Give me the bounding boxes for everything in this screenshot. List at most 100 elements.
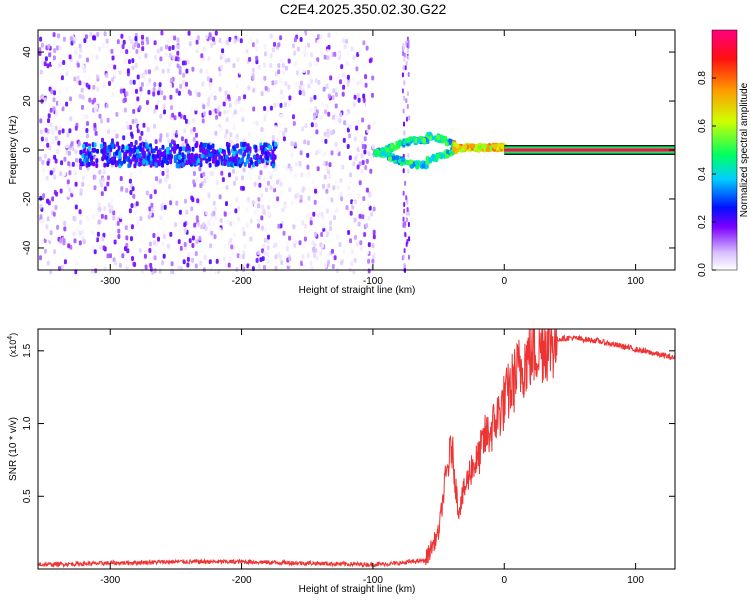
spectrogram-cell [96,212,100,218]
spectrogram-cell [455,143,460,149]
spectrogram-cell [324,109,328,115]
spectrogram-cell [128,208,132,214]
spectrogram-cell [232,245,236,251]
colorbar-tick-label: 0.6 [697,119,708,133]
spectrogram-cell [149,159,153,165]
spectrogram-cell [159,46,163,52]
spectrogram-cell [149,266,153,272]
spectrogram-cell [112,215,116,221]
spectrogram-cell [337,54,341,59]
spectrogram-cell [327,44,331,50]
spectrogram-cell [253,203,257,209]
spectrogram-cell [240,107,244,112]
spectrogram-cell [331,248,334,254]
spectrogram-cell [326,49,330,54]
spectrogram-cell [188,41,192,47]
spectrogram-cell [321,215,325,221]
spectrogram-cell [325,231,329,236]
spectrogram-cell [53,48,57,53]
spectrogram-cell [314,61,318,66]
spectrogram-cell [127,163,131,169]
spectrogram-cell [327,183,331,189]
spectrogram-cell [402,216,405,222]
spectrogram-cell [338,242,342,247]
spectrogram-cell [260,83,264,89]
spectrogram-cell [39,36,43,42]
spectrogram-cell [160,30,164,36]
spectrogram-cell [122,135,126,141]
spectrogram-cell [187,252,191,257]
spectrogram-cell [133,42,137,48]
spectrogram-cell [321,101,325,107]
spectrogram-cell [133,163,137,169]
spectrogram-cell [93,174,97,180]
spectrogram-cell [323,174,327,180]
spectrogram-cell [78,93,82,99]
spectrogram-cell [227,57,231,63]
spectrogram-cell [225,201,228,207]
spectrogram-cell [161,62,165,68]
spectrogram-cell [128,178,132,184]
colorbar: 0.0 0.2 0.4 0.6 0.8 Normalized spectral ampl… [697,29,750,277]
spectrogram-cell [183,128,187,134]
spectrogram-cell [72,231,76,237]
spectrogram-cell [362,196,366,202]
spectrogram-cell [307,224,311,230]
spectrogram-cell [365,45,369,51]
spectrogram-cell [46,160,50,166]
spectrogram-cell [69,36,73,42]
spectrogram-cell [87,145,91,151]
spectrogram-cell [227,94,231,100]
spectrogram-cell [247,85,251,91]
spectrogram-cell [340,196,344,202]
spectrogram-cell [110,198,114,204]
spectrogram-cell [157,236,160,242]
spectrogram-cell [100,259,104,265]
spectrogram-cell [134,209,137,215]
spectrogram-cell [261,204,265,210]
spectrogram-cell [185,68,189,74]
spectrogram-cell [294,215,298,221]
spectrogram-cell [88,97,92,103]
x-tick-label: -300 [100,276,120,287]
spectrogram-cell [106,148,110,154]
spectrogram-cell [358,213,362,219]
x-tick-label: -200 [232,575,252,586]
spectrogram-cell [141,46,145,52]
spectrogram-cell [185,81,188,87]
spectrogram-cell [171,112,175,118]
y-tick-label: 0 [22,147,33,153]
spectrogram-cell [135,88,138,94]
spectrogram-cell [97,219,101,225]
spectrogram-cell [110,48,114,54]
spectrogram-cell [144,69,148,75]
spectrogram-cell [273,41,276,47]
spectrogram-cell [213,206,217,212]
spectrogram-cell [301,187,305,193]
spectrogram-cell [352,55,356,61]
spectrogram-cell [260,215,264,221]
colorbar-label: Normalized spectral amplitude [739,82,750,217]
spectrogram-cell [181,162,185,168]
spectrogram-cell [360,245,363,251]
spectrogram-cell [155,104,159,110]
spectrogram-cell [211,158,215,164]
spectrogram-cell [122,98,126,104]
spectrogram-cell [178,65,182,71]
spectrogram-cell [335,207,339,213]
spectrogram-cell [294,82,298,88]
spectrogram-cell [57,33,61,39]
spectrogram-cell [154,145,158,151]
figure-title: C2E4.2025.350.02.30.G22 [280,1,447,17]
x-tick-label: 100 [627,575,644,586]
spectrogram-cell [354,176,358,181]
spectrogram-cell [402,190,405,196]
spectrogram-cell [331,264,335,269]
spectrogram-cell [357,97,361,103]
spectrogram-cell [263,44,267,50]
spectrogram-cell [151,153,155,159]
spectrogram-cell [98,113,102,119]
spectrogram-cell [403,202,406,207]
spectrogram-cell [68,128,72,134]
spectrogram-cell [246,196,250,202]
